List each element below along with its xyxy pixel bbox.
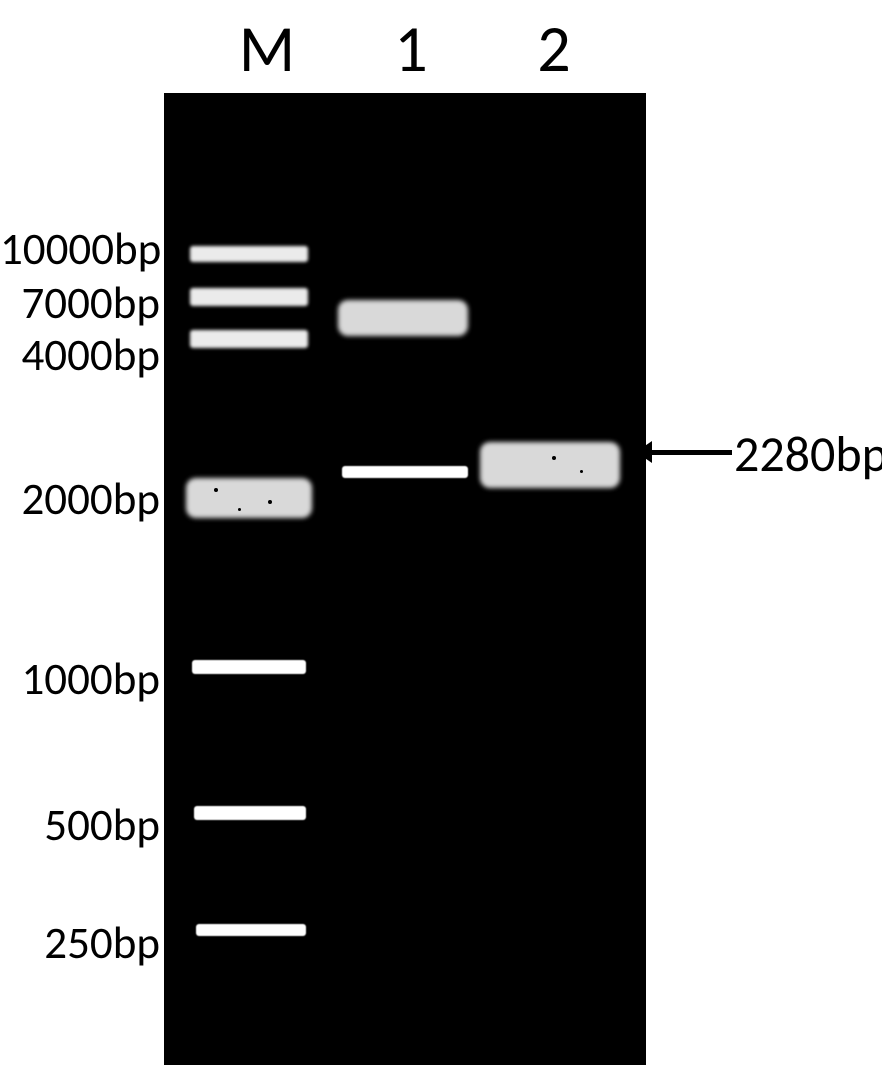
speck-icon [214,488,218,492]
marker-band-4000 [190,330,308,348]
lane-label-1-text: 1 [394,8,427,89]
marker-band-7000 [190,288,308,306]
speck-icon [552,456,556,460]
annotation-2280bp: 2280bp [734,424,882,485]
gel-image [164,93,646,1065]
bp-label-10000-text: 10000bp [0,222,161,277]
bp-label-4000-text: 4000bp [21,328,160,383]
marker-band-1000 [192,660,306,674]
bp-label-10000: 10000bp [0,222,160,277]
bp-label-1000-text: 1000bp [21,652,160,707]
bp-label-2000: 2000bp [0,472,160,527]
bp-label-2000-text: 2000bp [21,472,160,527]
speck-icon [268,500,272,504]
marker-band-2000 [186,478,312,518]
lane2-band [480,442,620,488]
bp-label-500: 500bp [0,798,160,853]
bp-label-7000-text: 7000bp [21,276,160,331]
bp-label-500-text: 500bp [44,798,160,853]
lane-label-2-text: 2 [537,8,570,89]
bp-label-250: 250bp [0,916,160,971]
arrow-shaft-icon [648,450,732,455]
bp-label-1000: 1000bp [0,652,160,707]
bp-label-7000: 7000bp [0,276,160,331]
lane1-lower-band [342,466,468,478]
speck-icon [238,508,241,511]
annotation-2280bp-text: 2280bp [734,424,882,485]
lane-label-M-text: M [239,8,295,89]
gel-figure: M 1 2 10000bp 7000bp 4000bp 2000bp 1000b… [0,0,882,1071]
lane-label-2: 2 [524,8,584,89]
bp-label-4000: 4000bp [0,328,160,383]
marker-band-500 [194,806,306,820]
marker-band-10000 [190,246,308,262]
lane-label-1: 1 [381,8,441,89]
marker-band-250 [196,924,306,936]
bp-label-250-text: 250bp [44,916,160,971]
speck-icon [580,470,583,473]
gel-inner [170,99,640,1059]
lane1-upper-band [338,300,468,336]
lane-label-M: M [227,8,307,89]
